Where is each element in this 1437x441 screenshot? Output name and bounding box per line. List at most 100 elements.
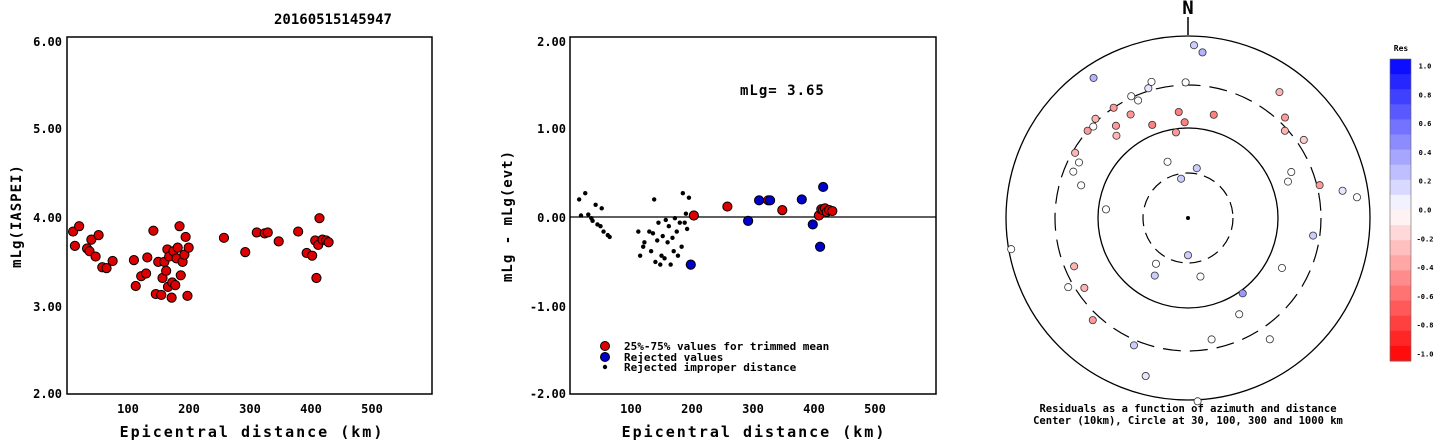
magnitude-data-point <box>107 255 118 267</box>
station-residual-point <box>1144 84 1153 93</box>
colorbar-tick-label: -0.2 <box>1417 235 1434 243</box>
trimmed-mean-point <box>688 210 699 221</box>
colorbar-tick-label: -0.4 <box>1417 264 1434 272</box>
x-tick-label: 400 <box>300 402 322 416</box>
station-residual-point <box>1069 167 1078 176</box>
improper-distance-point <box>576 197 582 202</box>
improper-distance-point <box>642 240 647 245</box>
magnitude-data-point <box>140 268 152 279</box>
magnitude-data-point <box>180 231 191 243</box>
magnitude-data-point <box>166 292 177 303</box>
y-tick-label: -1.00 <box>530 300 566 314</box>
magnitude-data-point <box>311 272 322 284</box>
north-label: N <box>1182 0 1193 19</box>
station-residual-point <box>1281 113 1290 122</box>
magnitude-data-point <box>69 240 81 251</box>
legend-marker-improper <box>602 364 608 370</box>
improper-distance-point <box>599 206 604 211</box>
improper-distance-point <box>598 224 603 229</box>
residual-legend: 25%-75% values for trimmed mean Rejected… <box>600 340 829 374</box>
improper-distance-point <box>662 256 667 261</box>
station-residual-point <box>1112 131 1121 140</box>
x-tick-label: 200 <box>681 402 703 416</box>
y-tick-label: 2.00 <box>537 35 566 49</box>
mean-magnitude-annotation: mLg= 3.65 <box>740 83 825 99</box>
x-axis-label: Epicentral distance (km) <box>622 423 887 441</box>
colorbar-cell <box>1390 179 1411 196</box>
improper-distance-point <box>675 253 681 258</box>
improper-distance-point <box>647 229 652 234</box>
colorbar-cell <box>1390 104 1411 120</box>
colorbar-title: Res <box>1394 44 1409 53</box>
improper-distance-point <box>666 224 672 229</box>
improper-distance-point <box>655 238 660 243</box>
station-residual-point <box>1089 122 1098 131</box>
improper-distance-point <box>683 211 689 216</box>
legend-marker-trimmed <box>600 341 610 351</box>
colorbar-cell <box>1390 330 1411 347</box>
improper-distance-point <box>601 229 606 234</box>
rejected-point <box>818 181 829 193</box>
station-residual-point <box>1111 121 1120 130</box>
ring-100km-circle <box>1097 127 1279 309</box>
station-residual-point <box>1088 316 1097 325</box>
improper-distance-point <box>636 229 641 234</box>
y-tick-label: 1.00 <box>537 122 566 136</box>
rejected-point <box>754 195 765 206</box>
colorbar-tick-label: -0.6 <box>1417 293 1434 301</box>
station-residual-point <box>1171 128 1180 137</box>
station-residual-point <box>1352 193 1361 202</box>
station-residual-point <box>1275 88 1284 97</box>
improper-distance-point <box>672 215 678 221</box>
x-tick-label: 300 <box>742 402 764 416</box>
station-residual-point <box>1196 272 1205 281</box>
magnitude-data-point <box>273 236 284 247</box>
improper-distance-point <box>651 197 657 202</box>
station-residual-point <box>1277 263 1286 272</box>
magnitude-plot-frame <box>66 36 433 395</box>
magnitude-data-point <box>142 252 153 263</box>
rejected-point <box>764 195 776 206</box>
rejected-point <box>685 259 696 270</box>
x-tick-label: 100 <box>117 402 139 416</box>
colorbar-cell <box>1390 300 1411 317</box>
legend-label-improper: Rejected improper distance <box>624 361 797 374</box>
azimuth-residual-plot: N Residuals as a function of azimuth and… <box>1005 0 1371 427</box>
station-residual-point <box>1299 135 1308 144</box>
colorbar-ticks: 1.0 0.8 0.6 0.4 0.2 0.0 -0.2 -0.4 -0.6 -0.8 -1.0 <box>1417 63 1434 359</box>
magnitude-data-point <box>101 263 112 274</box>
magnitude-data-point <box>128 255 140 266</box>
magnitude-data-point <box>93 230 104 241</box>
station-residual-point <box>1315 181 1324 190</box>
station-residual-point <box>1265 335 1274 344</box>
x-tick-label: 500 <box>864 402 886 416</box>
colorbar-cell <box>1390 134 1411 151</box>
colorbar-cell <box>1390 149 1411 166</box>
station-residual-point <box>1091 114 1100 123</box>
station-residual-point <box>1150 271 1159 280</box>
magnitude-data-point <box>218 232 230 243</box>
colorbar-cell <box>1390 270 1411 286</box>
colorbar-cell <box>1390 210 1411 226</box>
station-residual-point <box>1198 48 1207 57</box>
station-residual-point <box>1070 262 1079 271</box>
station-residual-point <box>1207 335 1216 344</box>
station-residual-point <box>1181 78 1190 87</box>
magnitude-data-point <box>90 251 101 262</box>
improper-distance-point <box>677 220 682 225</box>
page-title: 20160515145947 <box>274 12 392 28</box>
ring-30km-circle <box>1142 172 1234 264</box>
improper-distance-point <box>583 190 588 196</box>
rejected-point <box>796 194 807 205</box>
x-tick-label: 100 <box>620 402 642 416</box>
improper-distance-point <box>670 235 675 241</box>
colorbar-cell <box>1390 315 1411 332</box>
y-tick-label: -2.00 <box>530 387 566 401</box>
magnitude-data-point <box>161 265 172 276</box>
magnitude-y-ticks: 2.00 3.00 4.00 5.00 6.00 <box>33 35 62 401</box>
station-residual-point <box>1287 168 1296 177</box>
station-residual-point <box>1126 110 1135 119</box>
improper-distance-point <box>648 249 654 254</box>
y-tick-label: 4.00 <box>33 211 62 225</box>
azimuth-points <box>1007 41 1361 406</box>
